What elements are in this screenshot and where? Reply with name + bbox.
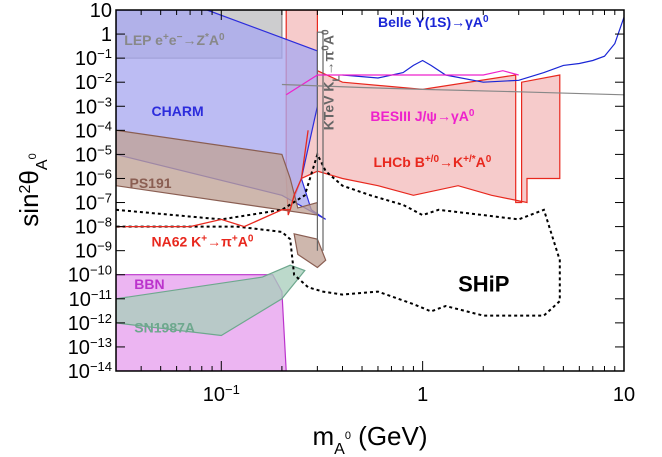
x-tick-label: 10 xyxy=(613,384,635,406)
curve-belle xyxy=(342,17,624,83)
y-tick-label: 10 xyxy=(90,0,112,22)
y-tick-label: 10−8 xyxy=(75,214,112,239)
label-lep-e-e-z-a0: LEP e+e−→Z*A0 xyxy=(124,32,225,49)
curve-na62 xyxy=(116,130,309,228)
label-ship: SHiP xyxy=(458,272,509,297)
x-tick-label: 10−1 xyxy=(203,382,240,407)
tick-labels: 10−1 1 1010110−110−210−310−410−510−610−710… xyxy=(68,0,635,406)
x-axis-title: mA0 (GeV) xyxy=(312,421,427,457)
y-tick-label: 10−6 xyxy=(75,166,112,191)
label-sn1987a: SN1987A xyxy=(134,319,195,335)
y-tick-label: 10−5 xyxy=(75,142,112,167)
label-belle-1s-a0: Belle Υ(1S)→γA0 xyxy=(378,13,489,30)
y-tick-label: 10−7 xyxy=(75,190,112,215)
y-tick-label: 10−2 xyxy=(75,70,112,95)
label-bbn: BBN xyxy=(134,276,164,292)
x-tick-label: 1 xyxy=(417,384,428,406)
curve-besiii xyxy=(285,70,519,96)
curve-ktev xyxy=(316,31,324,251)
y-tick-label: 1 xyxy=(101,24,112,46)
plot-frame xyxy=(115,9,625,372)
region-e949 xyxy=(293,233,327,269)
label-charm: CHARM xyxy=(152,103,204,119)
region-sn1987a xyxy=(116,264,306,337)
y-axis-title: sin2θA0 xyxy=(14,153,51,226)
region-ps191 xyxy=(116,129,318,216)
y-tick-label: 10−11 xyxy=(69,286,112,311)
region-labels: LEP e+e−→Z*A0 Belle Υ(1S)→γA0 CHARM BESIII … xyxy=(124,13,509,335)
y-tick-label: 10−14 xyxy=(68,359,112,384)
y-tick-label: 10−10 xyxy=(68,262,112,287)
label-ps191: PS191 xyxy=(130,175,172,191)
label-lhcb-b-0-k-a0: LHCb B+/0→K+/*A0 xyxy=(374,154,492,171)
y-tick-label: 10−9 xyxy=(75,238,112,263)
excluded-regions xyxy=(116,10,561,371)
y-tick-label: 10−1 xyxy=(75,46,112,71)
y-tick-label: 10−13 xyxy=(68,334,112,359)
curve-belle-baseline xyxy=(281,83,624,96)
y-tick-label: 10−12 xyxy=(68,310,112,335)
limit-curves xyxy=(116,17,624,317)
label-na62-k-a0: NA62 K+→π+A0 xyxy=(152,233,254,250)
label-besiii-j-a0: BESIII J/ψ→γA0 xyxy=(370,107,474,124)
axis-ticks xyxy=(115,9,625,372)
y-tick-label: 10−3 xyxy=(75,94,112,119)
curve-ship xyxy=(116,151,561,317)
y-tick-label: 10−4 xyxy=(75,118,112,143)
label-ktev: KTeV KL→π0A0 xyxy=(320,29,342,130)
